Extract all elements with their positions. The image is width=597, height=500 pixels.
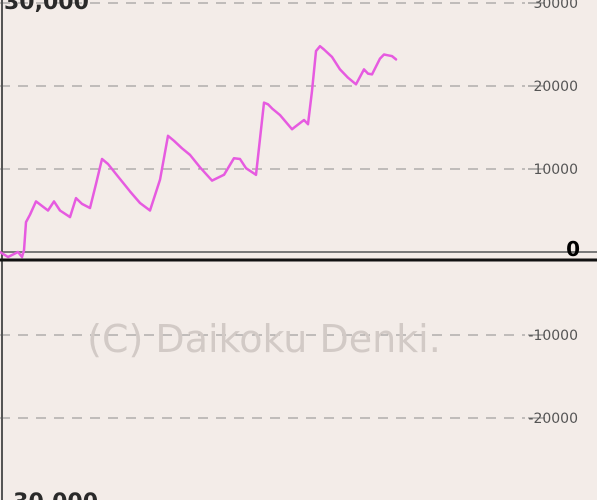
data-point [23,249,25,252]
data-point [101,158,103,160]
data-point [69,216,71,218]
data-point [363,68,365,71]
data-point [17,251,19,253]
data-point [81,203,83,205]
data-point [279,114,281,116]
data-point [303,119,305,121]
data-point [383,53,385,56]
left-tick-label: -30,000 [4,490,98,500]
data-point [271,107,273,110]
data-point [379,57,381,60]
data-point [167,135,169,137]
data-point [263,101,265,104]
data-point [159,179,161,181]
data-point [223,174,225,176]
data-point [315,50,317,52]
right-tick-label: 30000 [533,0,578,12]
data-point [211,179,213,182]
data-point [59,209,61,212]
data-point [387,54,389,57]
data-point [29,213,31,216]
tick-labels: 30000 20000 10000 0 -10000 -20000 30,000 -30,00… [4,0,580,500]
data-point [129,190,131,193]
data-point [139,202,141,204]
data-point [307,123,309,125]
data-point [47,209,49,212]
data-point [319,45,321,47]
data-point [371,73,373,76]
data-point [181,147,183,150]
data-point [53,200,55,203]
data-point [89,207,91,209]
data-point [391,55,393,57]
data-point [339,68,341,71]
data-point [311,90,313,92]
data-point [149,209,151,212]
left-tick-label: 30,000 [4,0,89,15]
data-point [355,83,357,86]
data-point [21,256,23,258]
data-point [331,56,333,58]
data-point [255,174,257,176]
right-tick-label: 20000 [533,79,578,95]
data-point [291,128,293,130]
data-point [35,200,37,203]
right-tick-label: -10000 [528,328,578,344]
data-point [245,167,247,169]
data-point [233,157,235,159]
data-point [347,76,349,79]
series-layer [0,44,398,259]
right-tick-label: 10000 [533,162,578,178]
data-point [0,251,1,253]
data-point [117,175,119,178]
zero-tick-label: 0 [566,237,580,261]
data-point [199,166,201,169]
data-point [75,197,77,199]
data-point [367,72,369,75]
gridlines [0,2,597,419]
data-point [395,58,397,61]
data-point [267,103,269,106]
watermark-text: (C) Daikoku Denki. [87,317,441,361]
data-point [95,183,97,185]
data-point [25,221,27,223]
data-point [239,158,241,160]
right-tick-label: -20000 [528,411,578,427]
data-point [107,163,109,165]
data-point [173,140,175,142]
data-point [323,48,325,51]
data-point [7,256,9,258]
data-point [189,154,191,156]
